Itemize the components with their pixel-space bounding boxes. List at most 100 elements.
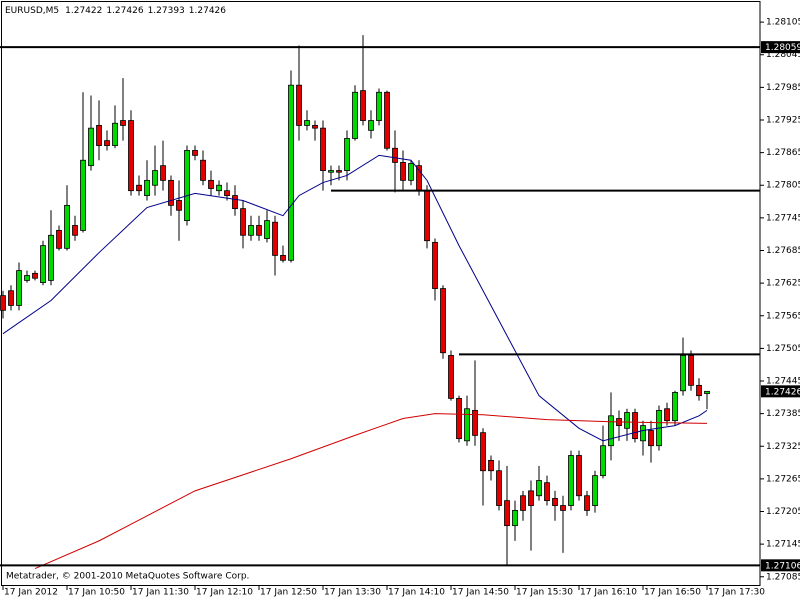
price-box-label: 1.28059: [765, 43, 800, 53]
candle-body: [320, 127, 326, 171]
x-tick-label: 17 Jan 17:30: [708, 588, 765, 598]
header-close: 1.27426: [189, 6, 226, 16]
candle-body: [192, 150, 198, 156]
candle-body: [296, 84, 302, 126]
candle-body: [8, 290, 14, 306]
candle-body: [160, 165, 166, 181]
candle-body: [584, 495, 590, 511]
candle-body: [56, 229, 62, 249]
candle-body: [696, 384, 702, 397]
candle-body: [64, 204, 70, 249]
candle-body: [256, 225, 262, 236]
candle-body: [576, 455, 582, 497]
candle-body: [392, 147, 398, 163]
candle-body: [368, 120, 374, 131]
price-box: [761, 41, 800, 54]
y-tick-label: 1.27505: [766, 344, 800, 354]
candle-body: [376, 91, 382, 121]
x-tick-label: 17 Jan 2012: [4, 588, 58, 598]
candle-body: [312, 125, 318, 129]
y-tick-label: 1.27925: [766, 115, 800, 125]
candle-body: [168, 179, 174, 206]
copyright: Metatrader, © 2001-2010 MetaQuotes Softw…: [6, 572, 249, 582]
candle-body: [72, 225, 78, 236]
candle-body: [40, 245, 46, 283]
candle-body: [344, 138, 350, 171]
x-tick-label: 17 Jan 12:10: [196, 588, 253, 598]
candle-body: [600, 445, 606, 477]
y-tick-label: 1.27985: [766, 83, 800, 93]
moving-average: [34, 413, 708, 570]
candle-body: [680, 355, 686, 392]
candle-body: [408, 163, 414, 181]
price-box: [761, 559, 800, 572]
candle-body: [496, 470, 502, 506]
candle-body: [472, 409, 478, 436]
candle-body: [440, 288, 446, 354]
y-tick-label: 1.27625: [766, 279, 800, 289]
candle-body: [608, 415, 614, 447]
candle-body: [200, 159, 206, 181]
candle-body: [448, 355, 454, 399]
candle-body: [504, 500, 510, 527]
candle-body: [80, 159, 86, 231]
candle-body: [336, 170, 342, 173]
candle-body: [624, 412, 630, 429]
candle-body: [184, 150, 190, 221]
candle-body: [120, 120, 126, 126]
candle-body: [688, 355, 694, 386]
header-high: 1.27426: [106, 6, 143, 16]
candle-body: [456, 398, 462, 440]
candle-body: [480, 432, 486, 472]
candle-body: [208, 179, 214, 189]
x-tick-label: 17 Jan 12:50: [260, 588, 317, 598]
y-tick-label: 1.27325: [766, 442, 800, 452]
candle-body: [704, 390, 710, 394]
y-tick-label: 1.27385: [766, 409, 800, 419]
candle-body: [536, 480, 542, 497]
y-tick-label: 1.27085: [766, 572, 800, 582]
candle-body: [264, 220, 270, 239]
candle-body: [632, 412, 638, 440]
candle-body: [0, 295, 6, 311]
candle-body: [112, 122, 118, 146]
candle-body: [416, 165, 422, 192]
candle-body: [232, 195, 238, 210]
candle-body: [248, 225, 254, 236]
current-price-box: [761, 385, 800, 398]
candle-body: [216, 184, 222, 192]
candle-body: [512, 510, 518, 527]
y-tick-label: 1.27865: [766, 148, 800, 158]
candle-body: [640, 425, 646, 442]
y-tick-label: 1.27805: [766, 181, 800, 191]
x-tick-label: 17 Jan 16:50: [644, 588, 701, 598]
candle-body: [104, 140, 110, 146]
candle-body: [224, 190, 230, 196]
current-price-label: 1.27426: [765, 387, 800, 397]
y-tick-label: 1.27685: [766, 246, 800, 256]
candle-body: [136, 184, 142, 192]
y-tick-label: 1.27145: [766, 540, 800, 550]
candle-body: [96, 125, 102, 146]
header-open: 1.27422: [65, 6, 102, 16]
x-tick-label: 17 Jan 15:30: [516, 588, 573, 598]
candle-body: [128, 120, 134, 192]
y-tick-label: 1.27445: [766, 377, 800, 387]
candle-body: [24, 275, 30, 281]
candle-body: [272, 221, 278, 256]
candle-body: [280, 254, 286, 261]
x-tick-label: 17 Jan 14:10: [388, 588, 445, 598]
candle-body: [384, 91, 390, 149]
candle-body: [528, 490, 534, 506]
candle-body: [16, 270, 22, 306]
y-tick-label: 1.27745: [766, 213, 800, 223]
candle-body: [552, 498, 558, 506]
y-tick-label: 1.27205: [766, 507, 800, 517]
candle-body: [648, 430, 654, 447]
candle-body: [304, 120, 310, 126]
y-tick-label: 1.27565: [766, 311, 800, 321]
plot-frame: [1, 1, 761, 586]
x-tick-label: 17 Jan 11:30: [132, 588, 189, 598]
header-low: 1.27393: [148, 6, 185, 16]
